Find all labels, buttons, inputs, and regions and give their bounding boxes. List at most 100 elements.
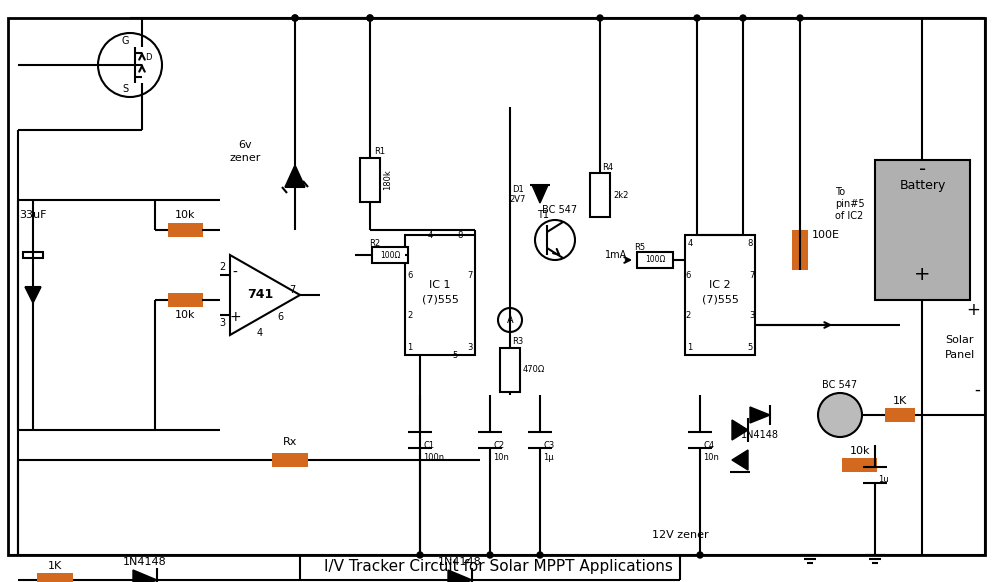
Text: C1: C1 bbox=[423, 441, 434, 449]
Text: 1N4148: 1N4148 bbox=[741, 430, 779, 440]
Text: I/V Tracker Circuit for Solar MPPT Applications: I/V Tracker Circuit for Solar MPPT Appli… bbox=[324, 559, 672, 574]
Text: 7: 7 bbox=[467, 271, 473, 279]
Text: 5: 5 bbox=[747, 342, 753, 352]
Text: -: - bbox=[232, 266, 237, 280]
Text: 6: 6 bbox=[407, 271, 412, 279]
Polygon shape bbox=[750, 407, 770, 423]
Text: G: G bbox=[122, 36, 128, 46]
Circle shape bbox=[694, 15, 700, 21]
Text: 3: 3 bbox=[749, 311, 755, 320]
Text: BC 547: BC 547 bbox=[543, 205, 578, 215]
Text: R2: R2 bbox=[370, 239, 380, 247]
Text: 2: 2 bbox=[219, 262, 225, 272]
Circle shape bbox=[818, 393, 862, 437]
Bar bbox=[885, 408, 915, 422]
Text: 1u: 1u bbox=[878, 475, 888, 484]
Text: -: - bbox=[974, 381, 980, 399]
Circle shape bbox=[367, 15, 373, 21]
Text: 1: 1 bbox=[687, 342, 692, 352]
Bar bbox=[875, 160, 970, 300]
Text: 10k: 10k bbox=[850, 446, 871, 456]
Text: C2: C2 bbox=[493, 441, 504, 449]
Text: 100E: 100E bbox=[812, 230, 840, 240]
Text: R3: R3 bbox=[512, 338, 523, 346]
Bar bbox=[372, 247, 408, 263]
Text: (7)555: (7)555 bbox=[421, 295, 458, 305]
Circle shape bbox=[98, 33, 162, 97]
Polygon shape bbox=[25, 287, 41, 303]
Text: 5: 5 bbox=[452, 350, 457, 360]
Text: 6: 6 bbox=[685, 271, 690, 279]
Circle shape bbox=[487, 552, 493, 558]
Text: Battery: Battery bbox=[899, 179, 945, 191]
Text: Rx: Rx bbox=[283, 437, 297, 447]
Text: 4: 4 bbox=[257, 328, 263, 338]
Text: R5: R5 bbox=[634, 243, 645, 253]
Text: 7: 7 bbox=[749, 271, 755, 279]
Text: zener: zener bbox=[229, 153, 261, 163]
Bar bbox=[792, 230, 808, 270]
Polygon shape bbox=[732, 420, 748, 440]
Circle shape bbox=[740, 15, 746, 21]
Text: 100n: 100n bbox=[423, 453, 444, 463]
Text: 180k: 180k bbox=[383, 169, 392, 190]
Text: 1K: 1K bbox=[48, 561, 62, 571]
Text: 6: 6 bbox=[277, 312, 283, 322]
Bar bbox=[843, 458, 877, 472]
Text: 1N4148: 1N4148 bbox=[438, 557, 482, 567]
Polygon shape bbox=[230, 255, 300, 335]
Circle shape bbox=[417, 552, 423, 558]
Text: 7: 7 bbox=[289, 285, 295, 295]
Text: 12V zener: 12V zener bbox=[651, 530, 708, 540]
Bar bbox=[405, 235, 475, 355]
Text: Panel: Panel bbox=[945, 350, 975, 360]
Text: pin#5: pin#5 bbox=[835, 199, 865, 209]
Text: Solar: Solar bbox=[946, 335, 974, 345]
Bar bbox=[272, 453, 308, 467]
Bar bbox=[637, 252, 673, 268]
Text: 10n: 10n bbox=[703, 453, 719, 463]
Text: C4: C4 bbox=[703, 441, 714, 449]
Text: 4: 4 bbox=[687, 239, 692, 247]
Circle shape bbox=[537, 552, 543, 558]
Text: 8: 8 bbox=[747, 239, 753, 247]
Text: 2: 2 bbox=[407, 311, 412, 320]
Text: BC 547: BC 547 bbox=[823, 380, 858, 390]
Circle shape bbox=[535, 220, 575, 260]
Text: 10n: 10n bbox=[493, 453, 509, 463]
Text: R4: R4 bbox=[602, 162, 614, 172]
Bar bbox=[590, 173, 610, 217]
Text: 2: 2 bbox=[685, 311, 690, 320]
Text: To: To bbox=[835, 187, 846, 197]
Circle shape bbox=[597, 15, 603, 21]
Text: 1K: 1K bbox=[892, 396, 907, 406]
Text: 10k: 10k bbox=[174, 210, 195, 220]
Circle shape bbox=[292, 15, 298, 21]
Text: of IC2: of IC2 bbox=[835, 211, 864, 221]
Bar bbox=[167, 293, 202, 307]
Text: S: S bbox=[122, 84, 128, 94]
Text: 741: 741 bbox=[247, 289, 273, 301]
Circle shape bbox=[367, 15, 373, 21]
Bar bbox=[167, 223, 202, 237]
Bar bbox=[23, 252, 43, 258]
Text: IC 2: IC 2 bbox=[709, 280, 731, 290]
Circle shape bbox=[697, 552, 703, 558]
Text: D: D bbox=[144, 52, 151, 62]
Text: IC 1: IC 1 bbox=[429, 280, 451, 290]
Text: A: A bbox=[507, 315, 513, 325]
Text: 100Ω: 100Ω bbox=[644, 255, 665, 264]
Polygon shape bbox=[285, 165, 305, 187]
Text: 2k2: 2k2 bbox=[613, 190, 628, 200]
Bar bbox=[360, 158, 380, 202]
Text: 2V7: 2V7 bbox=[510, 196, 526, 204]
Text: +: + bbox=[914, 265, 930, 285]
Polygon shape bbox=[732, 450, 748, 470]
Text: 1N4148: 1N4148 bbox=[124, 557, 167, 567]
Text: 1: 1 bbox=[407, 342, 412, 352]
Text: T1: T1 bbox=[537, 210, 549, 220]
Text: 470Ω: 470Ω bbox=[523, 365, 545, 374]
Text: 3: 3 bbox=[219, 318, 225, 328]
Text: R1: R1 bbox=[374, 147, 385, 157]
Text: +: + bbox=[966, 301, 980, 319]
